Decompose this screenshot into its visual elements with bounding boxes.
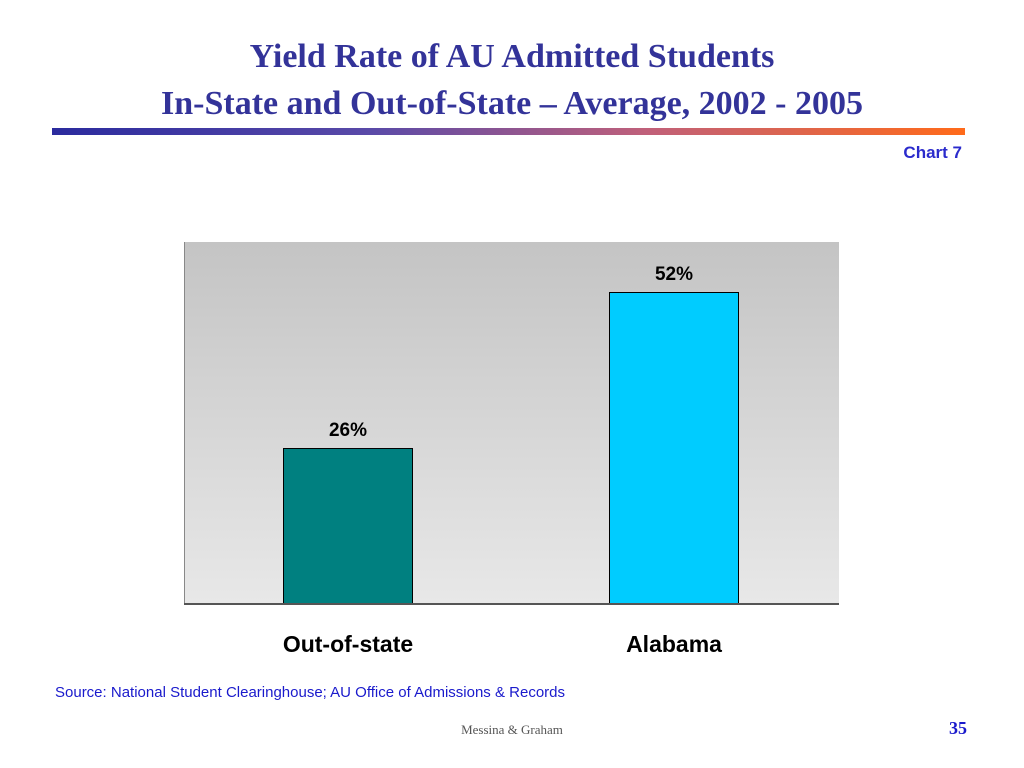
- chart-number-label: Chart 7: [903, 143, 962, 162]
- category-label: Alabama: [626, 631, 722, 657]
- bar-out-of-state: [283, 448, 413, 604]
- bar-alabama: [609, 292, 739, 604]
- slide-title-line-2: In-State and Out-of-State – Average, 200…: [161, 85, 863, 122]
- source-note: Source: National Student Clearinghouse; …: [55, 684, 565, 701]
- x-axis-line: [184, 603, 839, 605]
- data-label: 26%: [328, 420, 368, 441]
- title-divider: [52, 128, 965, 135]
- data-label: 52%: [654, 264, 694, 285]
- page-number: 35: [949, 718, 967, 738]
- slide-title-line-1: Yield Rate of AU Admitted Students: [249, 38, 775, 75]
- footer-authors: Messina & Graham: [461, 722, 563, 737]
- category-label: Out-of-state: [282, 631, 414, 657]
